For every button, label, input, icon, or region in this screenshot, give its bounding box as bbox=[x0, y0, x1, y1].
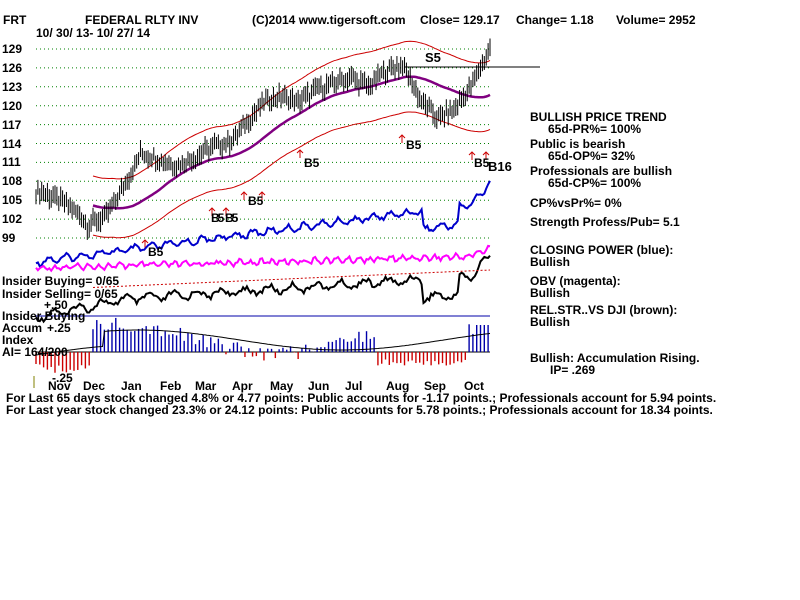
signal-b5-oct: B5 bbox=[474, 156, 490, 170]
signal-s5: S5 bbox=[425, 50, 441, 65]
x-tick-label: Nov bbox=[48, 379, 71, 393]
accum-label: Accum bbox=[2, 321, 43, 335]
signal-b5-may: B5 bbox=[304, 156, 320, 170]
rel-strength-title: REL.STR..VS DJI (brown): bbox=[530, 303, 678, 317]
x-tick-label: Sep bbox=[424, 379, 447, 393]
x-tick-label: Jul bbox=[345, 379, 363, 393]
y-tick-label: 111 bbox=[2, 155, 21, 170]
source-label: (C)2014 www.tigersoft.com bbox=[252, 13, 406, 27]
signal-arrow bbox=[398, 134, 406, 143]
y-tick-label: 117 bbox=[2, 117, 22, 132]
insider-buying-label: Insider Buying= 0/65 bbox=[2, 274, 120, 288]
signal-arrow bbox=[208, 207, 216, 216]
x-tick-label: Dec bbox=[83, 379, 106, 393]
closing-power-value: Bullish bbox=[530, 255, 571, 269]
closing-power-line bbox=[35, 180, 491, 268]
y-tick-label: 114 bbox=[2, 136, 22, 151]
date-range: 10/ 30/ 13- 10/ 27/ 14 bbox=[36, 26, 151, 40]
public-title: Public is bearish bbox=[530, 137, 626, 151]
obv-title: OBV (magenta): bbox=[530, 274, 621, 288]
lower-band bbox=[92, 111, 491, 239]
professionals-value: 65d-CP%= 100% bbox=[548, 176, 642, 190]
ticker-label: FRT bbox=[3, 13, 27, 27]
company-name: FEDERAL RLTY INV bbox=[85, 13, 199, 27]
trend-value: 65d-PR%= 100% bbox=[548, 122, 642, 136]
y-tick-label: 123 bbox=[2, 79, 23, 94]
y-tick-label: 126 bbox=[2, 60, 23, 75]
ip-value: IP= .269 bbox=[550, 363, 596, 377]
trend-title: BULLISH PRICE TREND bbox=[530, 110, 667, 124]
y-tick-label: 129 bbox=[2, 42, 23, 56]
x-tick-label: Apr bbox=[232, 379, 253, 393]
plus50-label: +.50 bbox=[44, 298, 68, 312]
x-tick-label: May bbox=[270, 379, 294, 393]
y-tick-label: 108 bbox=[2, 174, 23, 189]
professionals-title: Professionals are bullish bbox=[530, 164, 673, 178]
signal-arrow bbox=[141, 239, 149, 248]
public-value: 65d-OP%= 32% bbox=[548, 149, 636, 163]
ai-label: AI= 164/200 bbox=[2, 345, 68, 359]
volume-value: Volume= 2952 bbox=[616, 13, 696, 27]
change-value: Change= 1.18 bbox=[516, 13, 594, 27]
strength-ratio: Strength Profess/Pub= 5.1 bbox=[530, 215, 680, 229]
minus25-label: -.25 bbox=[52, 371, 73, 385]
x-tick-label: Oct bbox=[464, 379, 485, 393]
index-label: Index bbox=[2, 333, 34, 347]
x-tick-label: Jan bbox=[121, 379, 142, 393]
signal-arrow bbox=[482, 151, 490, 160]
plus25-label: +.25 bbox=[47, 321, 71, 335]
signal-arrow bbox=[468, 151, 476, 160]
signal-arrow bbox=[258, 191, 266, 200]
footer-line-65d: For Last 65 days stock changed 4.8% or 4… bbox=[6, 391, 717, 405]
signal-arrow bbox=[222, 207, 230, 216]
accumulation-title: Bullish: Accumulation Rising. bbox=[530, 351, 700, 365]
close-value: Close= 129.17 bbox=[420, 13, 500, 27]
rel-strength-value: Bullish bbox=[530, 315, 571, 329]
signal-arrow bbox=[240, 191, 248, 200]
y-tick-label: 99 bbox=[2, 231, 16, 245]
footer-line-year: For Last year stock changed 23.3% or 24.… bbox=[6, 403, 713, 417]
relative-strength-line bbox=[35, 255, 491, 324]
signal-b5-jan: B5 bbox=[148, 245, 164, 259]
cp-vs-pr: CP%vsPr%= 0% bbox=[530, 196, 622, 210]
x-tick-label: Aug bbox=[386, 379, 410, 393]
signal-arrow bbox=[296, 149, 304, 158]
signal-b16: B16 bbox=[488, 159, 512, 174]
signal-b5-apr: B5 bbox=[248, 194, 264, 208]
moving-average-line bbox=[92, 75, 491, 210]
y-tick-label: 120 bbox=[2, 98, 23, 113]
obv-value: Bullish bbox=[530, 286, 571, 300]
closing-power-title: CLOSING POWER (blue): bbox=[530, 243, 674, 257]
signal-b5-aug: B5 bbox=[406, 138, 422, 152]
x-tick-label: Jun bbox=[308, 379, 330, 393]
insider-buying2-label: Insider Buying bbox=[2, 309, 86, 323]
y-tick-label: 105 bbox=[2, 193, 23, 208]
x-tick-label: Mar bbox=[195, 379, 217, 393]
insider-selling-label: Insider Selling= 0/65 bbox=[2, 287, 118, 301]
signal-b5-mar: B5 bbox=[211, 211, 224, 225]
signal-b5-mar2: B5 bbox=[225, 211, 238, 225]
y-tick-label: 102 bbox=[2, 212, 23, 227]
obv-line bbox=[35, 244, 491, 273]
x-tick-label: Feb bbox=[160, 379, 182, 393]
accum-ma-line bbox=[35, 329, 491, 356]
